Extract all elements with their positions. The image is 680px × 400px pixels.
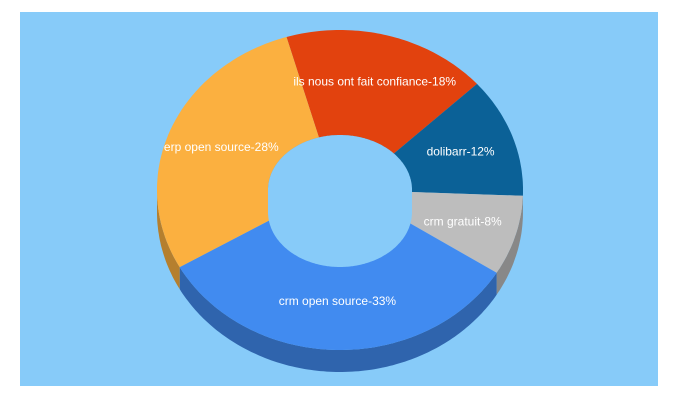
slice-side [157, 190, 180, 290]
slice [157, 37, 319, 268]
data-label: crm gratuit-8% [424, 214, 502, 228]
data-label: erp open source-28% [164, 140, 279, 154]
slice [401, 192, 523, 273]
slice-side [496, 195, 523, 295]
slice [286, 30, 477, 154]
data-label: ils nous ont fait confiance-18% [293, 74, 456, 88]
data-label: dolibarr-12% [427, 144, 495, 158]
data-label: crm open source-33% [279, 294, 397, 308]
slice [393, 83, 523, 196]
hole [268, 135, 412, 267]
slice-side [179, 267, 497, 372]
slice [179, 216, 497, 350]
